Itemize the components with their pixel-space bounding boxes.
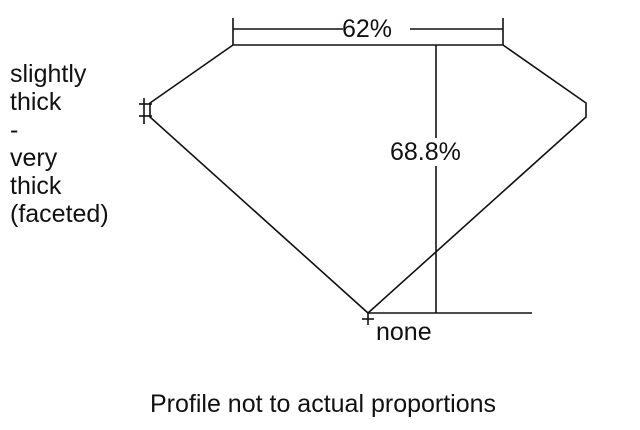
diamond-outline: [149, 44, 587, 315]
caption: Profile not to actual proportions: [150, 390, 497, 418]
girdle-label-line: thick: [10, 88, 62, 116]
girdle-label-line: thick: [10, 172, 62, 200]
culet-label: none: [376, 318, 432, 346]
girdle-label: slightly thick - very thick (faceted): [10, 60, 109, 228]
girdle-label-line: very: [10, 144, 58, 172]
table-percentage-label: 62%: [342, 15, 393, 43]
girdle-label-line: (faceted): [10, 200, 109, 228]
girdle-label-line: -: [10, 116, 19, 144]
depth-percentage-label: 68.8%: [390, 138, 461, 166]
girdle-label-line: slightly: [10, 60, 87, 88]
